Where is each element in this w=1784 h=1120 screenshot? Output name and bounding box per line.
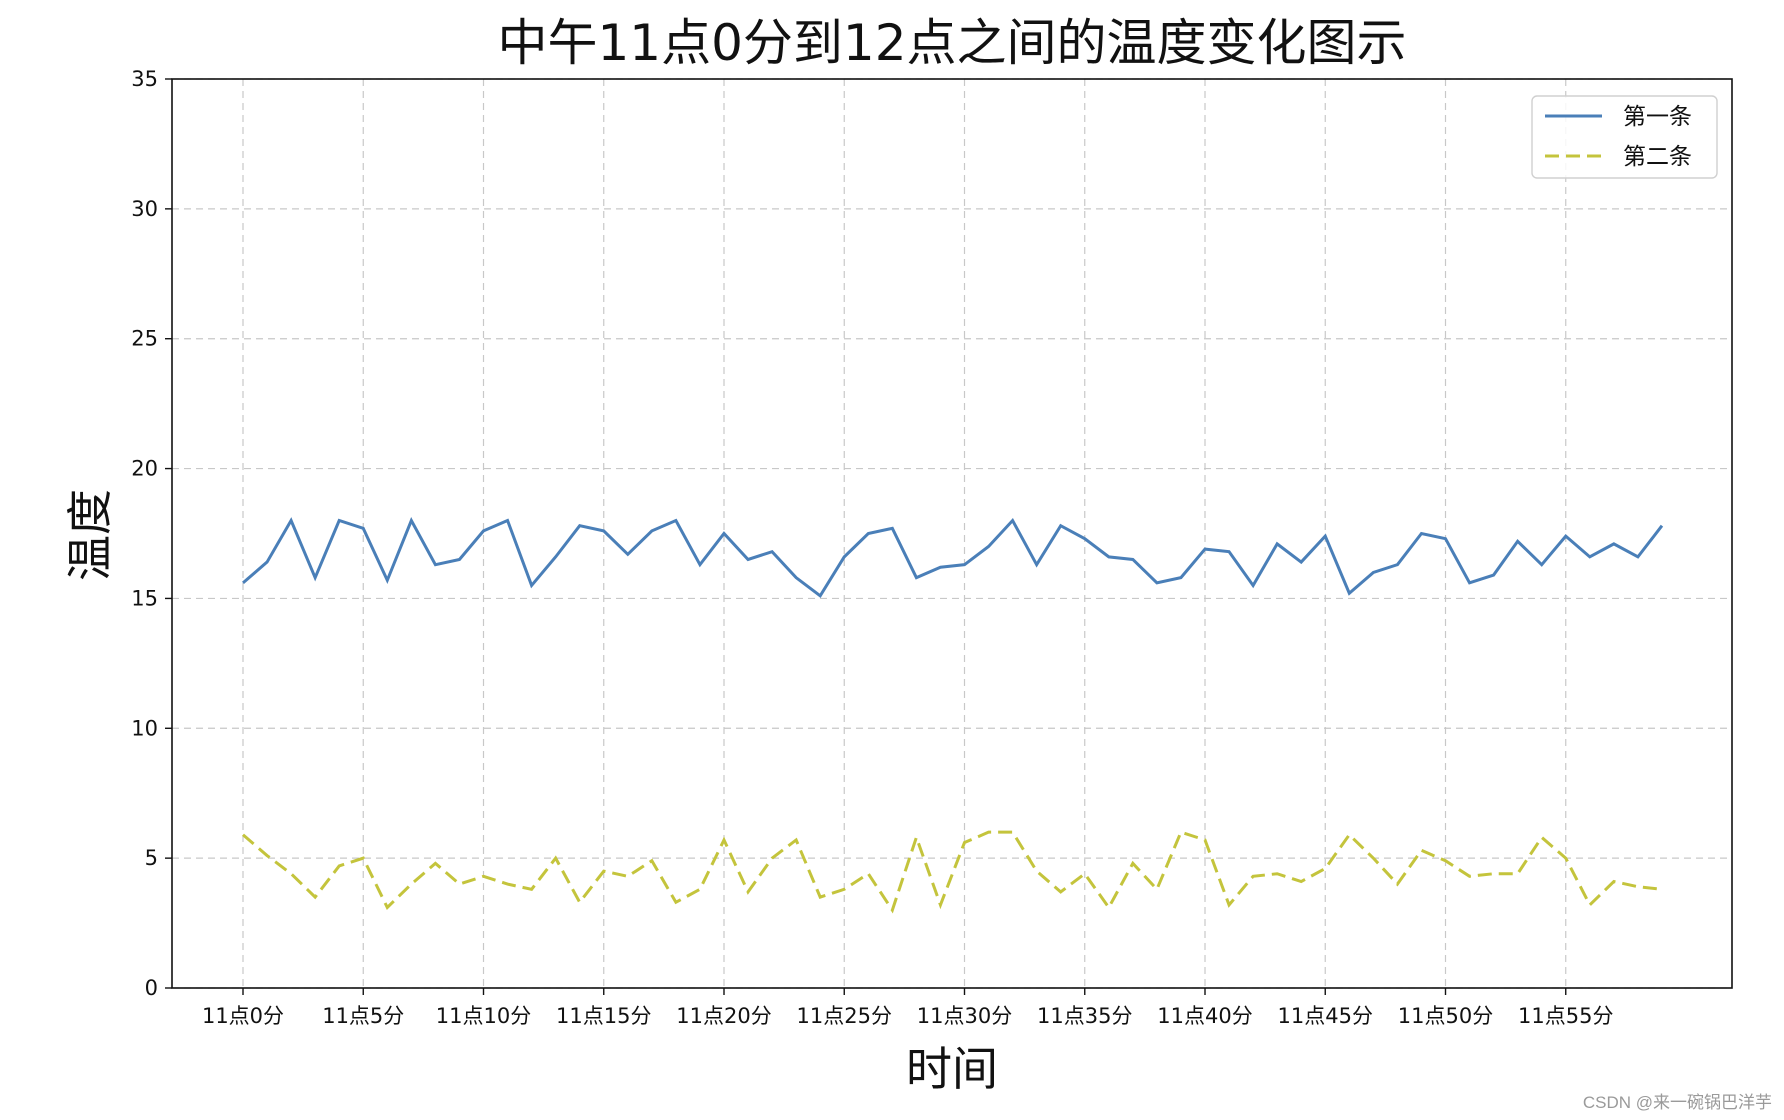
x-tick-label: 11点30分: [917, 1004, 1012, 1028]
x-tick-label: 11点5分: [322, 1004, 404, 1028]
x-tick-label: 11点25分: [797, 1004, 892, 1028]
x-axis-label: 时间: [906, 1042, 998, 1096]
y-tick-label: 5: [145, 846, 158, 870]
x-tick-label: 11点10分: [436, 1004, 531, 1028]
x-tick-label: 11点15分: [556, 1004, 651, 1028]
y-tick-label: 10: [131, 716, 158, 740]
x-tick-label: 11点40分: [1157, 1004, 1252, 1028]
x-tick-label: 11点55分: [1518, 1004, 1613, 1028]
series-lines: [242, 516, 1664, 914]
x-tick-label: 11点0分: [202, 1004, 284, 1028]
series-line-2: [242, 830, 1663, 914]
legend-label-1: 第一条: [1623, 104, 1692, 130]
y-tick-label: 30: [131, 197, 158, 221]
series-line-1: [242, 516, 1664, 599]
x-tick-label: 11点50分: [1398, 1004, 1493, 1028]
y-tick-label: 0: [145, 976, 158, 1000]
y-tick-label: 25: [131, 327, 158, 351]
y-axis-label: 温度: [63, 489, 117, 581]
legend-label-2: 第二条: [1623, 144, 1692, 170]
axis-ticks: 0 5 10 15 20 25 30 35 11点0分 11点5分 11点10分 11点15分 11点2…: [131, 67, 1613, 1028]
plot-frame: [171, 78, 1733, 989]
y-tick-label: 20: [131, 457, 158, 481]
x-tick-label: 11点45分: [1278, 1004, 1373, 1028]
y-tick-label: 15: [131, 586, 158, 610]
x-tick-label: 11点35分: [1037, 1004, 1132, 1028]
watermark: CSDN @来一碗锅巴洋芋: [1583, 1093, 1772, 1112]
chart-title: 中午11点0分到12点之间的温度变化图示: [497, 14, 1406, 72]
y-tick-label: 35: [131, 67, 158, 91]
x-tick-label: 11点20分: [676, 1004, 771, 1028]
